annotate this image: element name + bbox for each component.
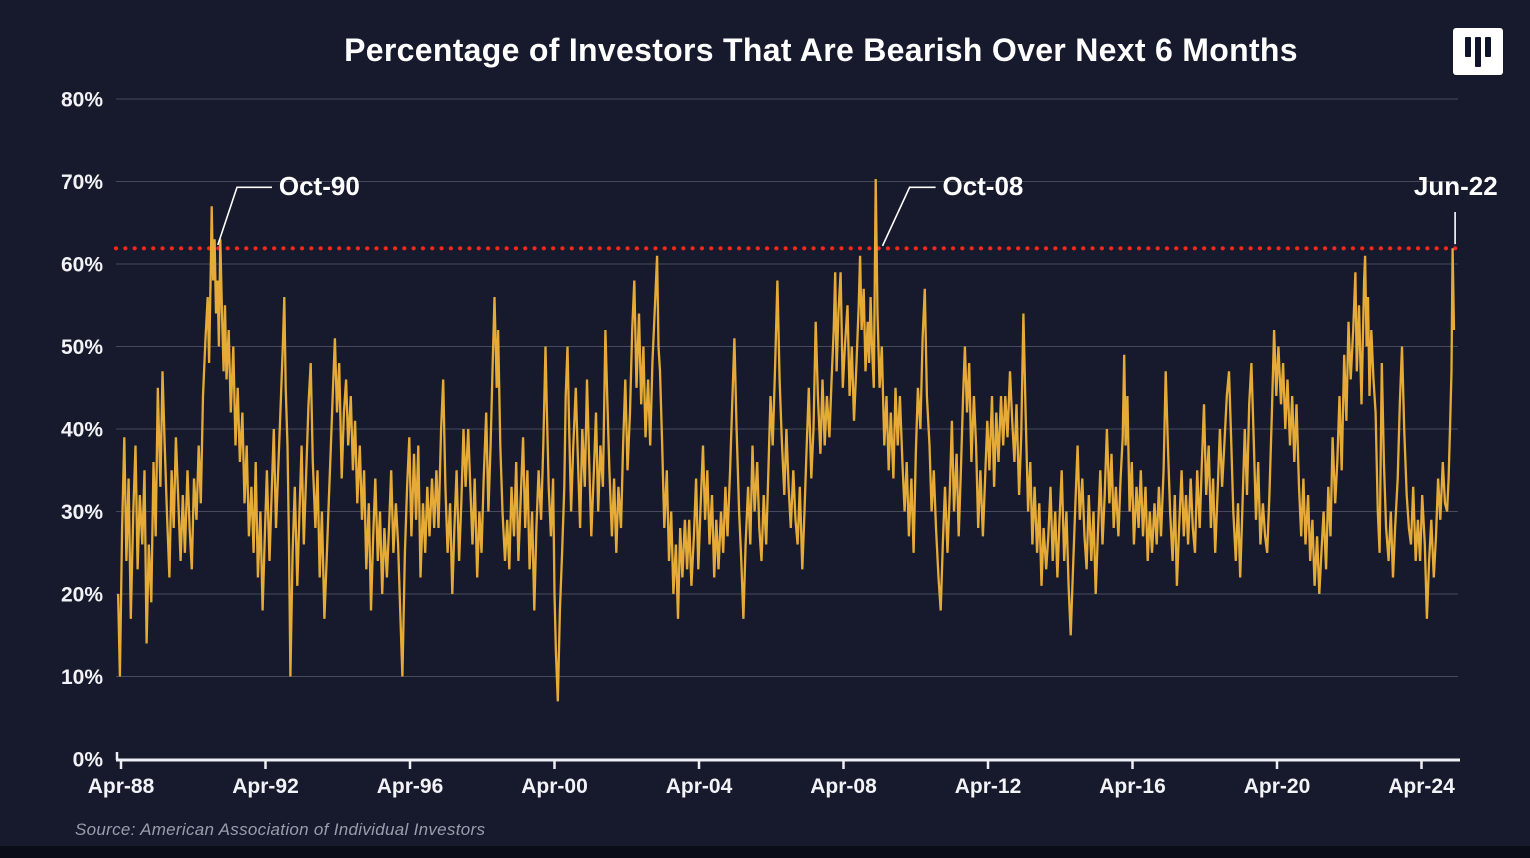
x-axis-tick-label: Apr-12 xyxy=(955,775,1022,798)
annotation-callout-line xyxy=(881,186,936,247)
annotation-label: Jun-22 xyxy=(1414,171,1498,201)
y-axis-tick-label: 30% xyxy=(61,501,103,524)
source-note: Source: American Association of Individu… xyxy=(75,820,486,839)
x-axis-tick-label: Apr-04 xyxy=(666,775,733,798)
bearish-series-line xyxy=(116,178,1456,702)
y-axis-tick-label: 40% xyxy=(61,419,103,442)
y-axis-tick-label: 0% xyxy=(73,749,104,772)
x-axis-tick-label: Apr-92 xyxy=(232,775,299,798)
logo-bar-left xyxy=(1465,37,1471,57)
y-axis-tick-label: 50% xyxy=(61,336,103,359)
x-axis-tick-label: Apr-16 xyxy=(1099,775,1166,798)
y-axis-tick-label: 80% xyxy=(61,89,103,112)
x-axis-tick-label: Apr-96 xyxy=(377,775,444,798)
annotation-label: Oct-90 xyxy=(279,171,360,201)
y-axis-tick-label: 10% xyxy=(61,666,103,689)
annotation-callout-line xyxy=(217,186,272,246)
x-axis-tick-label: Apr-20 xyxy=(1244,775,1311,798)
y-axis-tick-label: 20% xyxy=(61,584,103,607)
bottom-strip xyxy=(0,846,1530,858)
x-axis-tick-label: Apr-00 xyxy=(521,775,588,798)
chart-title: Percentage of Investors That Are Bearish… xyxy=(344,32,1298,68)
logo-bar-middle xyxy=(1475,37,1481,67)
y-axis-tick-label: 60% xyxy=(61,254,103,277)
x-axis-tick-label: Apr-08 xyxy=(810,775,877,798)
x-axis-tick-label: Apr-24 xyxy=(1388,775,1455,798)
annotation-label: Oct-08 xyxy=(942,171,1023,201)
logo-bar-right xyxy=(1485,37,1491,57)
x-axis-tick-label: Apr-88 xyxy=(88,775,155,798)
y-axis-tick-label: 70% xyxy=(61,171,103,194)
three-vertical-bars-logo-icon xyxy=(1453,28,1503,75)
